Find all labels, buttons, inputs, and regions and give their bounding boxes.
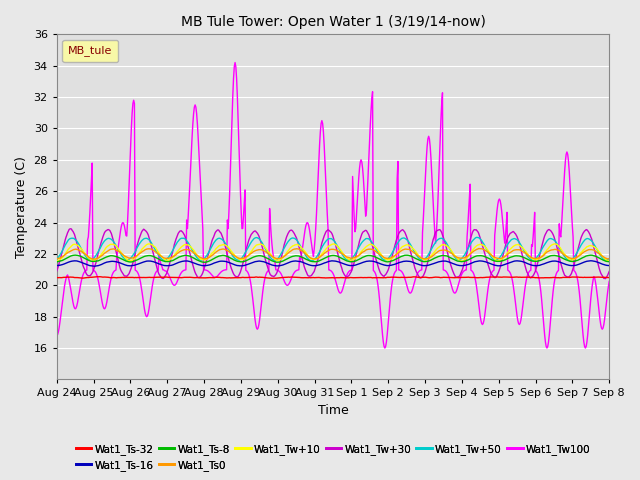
Wat1_Ts0 [63, 251, 70, 256]
Wat1_Ts-16 [206, 262, 214, 268]
Wat1_Tw+10 [417, 254, 424, 260]
Line: Wat1_Ts0: Wat1_Ts0 [57, 249, 609, 259]
Wat1_Ts0 [91, 256, 99, 262]
Wat1_Ts-16 [90, 264, 97, 269]
Wat1_Ts-32 [268, 276, 276, 281]
Wat1_Ts-32 [177, 275, 184, 280]
Wat1_Ts0 [475, 246, 483, 252]
Wat1_Tw+10 [63, 249, 70, 254]
Wat1_Tw100 [402, 278, 410, 284]
Wat1_Ts-32 [93, 274, 101, 279]
Wat1_Tw+30 [120, 273, 128, 279]
Wat1_Tw+50 [176, 236, 184, 242]
Wat1_Ts-32 [63, 275, 70, 280]
Wat1_Tw+30 [401, 229, 409, 235]
Wat1_Ts-32 [605, 275, 613, 280]
Wat1_Tw+30 [602, 276, 609, 282]
Wat1_Ts-8 [63, 255, 70, 261]
Wat1_Ts-32 [402, 275, 410, 280]
Line: Wat1_Ts-8: Wat1_Ts-8 [57, 255, 609, 262]
Wat1_Ts0 [206, 254, 214, 260]
Wat1_Tw100 [605, 278, 613, 284]
Line: Wat1_Tw+50: Wat1_Tw+50 [57, 238, 609, 261]
Wat1_Tw+10 [551, 241, 559, 247]
Wat1_Tw100 [381, 345, 388, 351]
Wat1_Ts-16 [53, 263, 61, 268]
Line: Wat1_Ts-32: Wat1_Ts-32 [57, 276, 609, 278]
Wat1_Tw100 [418, 267, 426, 273]
Wat1_Ts-8 [120, 257, 128, 263]
Wat1_Tw+50 [205, 249, 212, 255]
Wat1_Tw+50 [417, 257, 425, 263]
Wat1_Tw+10 [120, 252, 127, 258]
Wat1_Tw+10 [176, 246, 184, 252]
Wat1_Tw+50 [605, 256, 613, 262]
Wat1_Tw+50 [120, 255, 127, 261]
Wat1_Tw+50 [401, 235, 409, 241]
Wat1_Tw+30 [63, 232, 70, 238]
Wat1_Tw100 [53, 333, 61, 338]
Wat1_Tw100 [63, 273, 70, 279]
Wat1_Ts-8 [207, 258, 214, 264]
Wat1_Ts-16 [605, 263, 613, 268]
Wat1_Ts0 [177, 248, 184, 254]
Wat1_Tw+30 [417, 275, 425, 280]
Wat1_Tw100 [205, 269, 212, 275]
Title: MB Tule Tower: Open Water 1 (3/19/14-now): MB Tule Tower: Open Water 1 (3/19/14-now… [180, 15, 486, 29]
Wat1_Tw100 [176, 273, 184, 278]
Wat1_Ts-32 [120, 275, 128, 280]
Wat1_Ts-8 [72, 252, 79, 258]
Wat1_Ts-32 [53, 275, 61, 280]
Wat1_Ts-8 [605, 259, 613, 264]
Wat1_Ts-8 [177, 253, 184, 259]
Wat1_Tw+30 [53, 268, 61, 274]
Wat1_Ts-16 [586, 258, 594, 264]
Wat1_Ts-32 [418, 275, 426, 280]
Wat1_Tw+10 [205, 254, 212, 260]
Wat1_Tw+30 [605, 269, 613, 275]
Wat1_Ts0 [605, 256, 613, 262]
Wat1_Ts-16 [63, 260, 70, 266]
Wat1_Tw+50 [308, 258, 316, 264]
Wat1_Ts-16 [417, 262, 425, 268]
Wat1_Tw+30 [67, 226, 74, 232]
Wat1_Tw+10 [605, 258, 613, 264]
Wat1_Tw+50 [473, 235, 481, 240]
Wat1_Ts-8 [53, 259, 61, 264]
Wat1_Ts0 [53, 256, 61, 262]
Line: Wat1_Tw+10: Wat1_Tw+10 [57, 244, 609, 261]
Wat1_Ts-8 [402, 252, 410, 258]
Wat1_Tw100 [231, 60, 239, 65]
Wat1_Ts0 [401, 246, 409, 252]
Wat1_Tw+10 [53, 258, 61, 264]
Y-axis label: Temperature (C): Temperature (C) [15, 156, 28, 258]
Legend: Wat1_Ts-32, Wat1_Ts-16, Wat1_Ts-8, Wat1_Ts0, Wat1_Tw+10, Wat1_Tw+30, Wat1_Tw+50,: Wat1_Ts-32, Wat1_Ts-16, Wat1_Ts-8, Wat1_… [72, 440, 595, 475]
Wat1_Ts0 [417, 255, 425, 261]
Wat1_Ts-16 [177, 259, 184, 264]
Wat1_Ts-32 [206, 275, 214, 280]
Wat1_Ts-16 [120, 262, 128, 267]
Wat1_Ts-16 [401, 258, 409, 264]
Wat1_Tw+50 [53, 256, 61, 262]
Wat1_Tw+10 [400, 243, 408, 249]
Wat1_Ts-8 [418, 258, 426, 264]
Wat1_Tw+30 [206, 246, 214, 252]
Line: Wat1_Ts-16: Wat1_Ts-16 [57, 261, 609, 266]
Wat1_Ts0 [120, 253, 128, 259]
Wat1_Tw100 [120, 221, 127, 227]
X-axis label: Time: Time [317, 404, 348, 417]
Line: Wat1_Tw+30: Wat1_Tw+30 [57, 229, 609, 279]
Line: Wat1_Tw100: Wat1_Tw100 [57, 62, 609, 348]
Wat1_Tw+30 [177, 228, 184, 234]
Wat1_Tw+50 [63, 240, 70, 245]
Wat1_Ts-8 [200, 259, 208, 265]
Wat1_Tw+10 [458, 258, 465, 264]
